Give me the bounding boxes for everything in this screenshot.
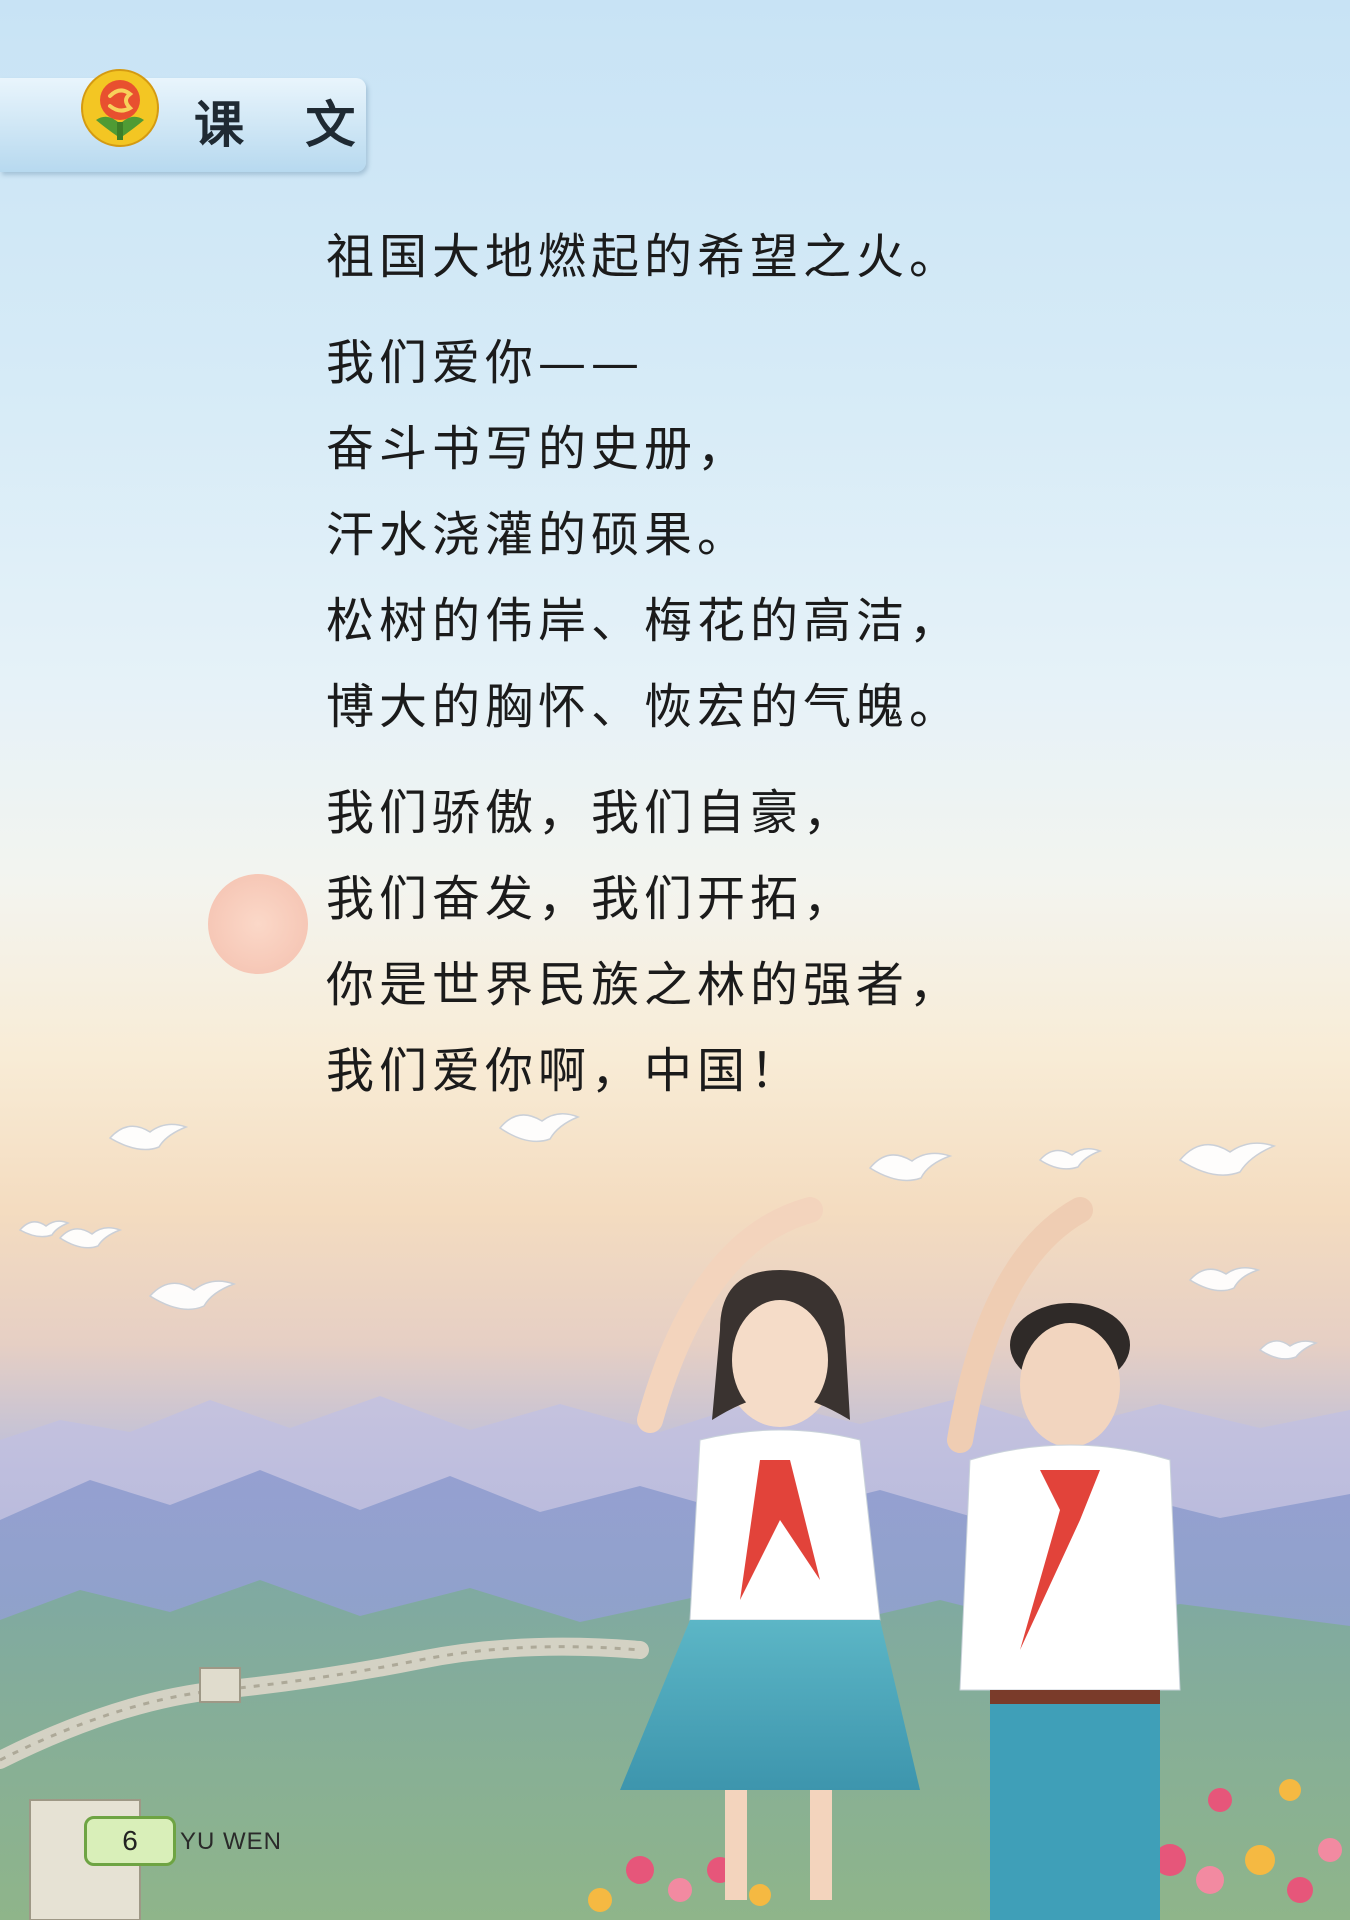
poem-line: 我们骄傲，我们自豪， [326, 785, 857, 841]
poem-line: 松树的伟岸、梅花的高洁， [326, 593, 963, 649]
doves [18, 1113, 1319, 1360]
poem-line: 汗水浇灌的硕果。 [326, 507, 751, 563]
stanza: 我们爱你—— 奋斗书写的史册， 汗水浇灌的硕果。 松树的伟岸、梅花的高洁， 博大… [326, 320, 1326, 750]
dove [1038, 1148, 1103, 1170]
dove [1178, 1142, 1277, 1176]
boy-saluting [947, 1197, 1181, 1920]
textbook-logo-icon [81, 69, 159, 147]
watchtower [199, 1667, 241, 1703]
dove [148, 1280, 237, 1311]
dove [18, 1220, 70, 1238]
stanza: 祖国大地燃起的希望之火。 [326, 214, 1326, 300]
sun [208, 874, 308, 974]
poem-line: 奋斗书写的史册， [326, 421, 751, 477]
poem-line: 博大的胸怀、恢宏的气魄。 [326, 679, 963, 735]
dove [58, 1227, 123, 1249]
poem-line: 我们爱你—— [326, 335, 645, 391]
section-tab [0, 78, 366, 172]
section-title: 课 文 [194, 95, 378, 154]
running-head: YU WEN [180, 1828, 282, 1855]
poem-line: 祖国大地燃起的希望之火。 [326, 229, 963, 285]
poem-line: 我们奋发，我们开拓， [326, 871, 857, 927]
dove [1188, 1267, 1261, 1292]
poem-line: 我们爱你啊，中国！ [326, 1043, 804, 1099]
poem-line: 你是世界民族之林的强者， [326, 957, 963, 1013]
dove [108, 1123, 189, 1151]
dove [1258, 1340, 1319, 1360]
page-number: 6 [84, 1816, 176, 1866]
stanza: 我们骄傲，我们自豪， 我们奋发，我们开拓， 你是世界民族之林的强者， 我们爱你啊… [326, 770, 1326, 1114]
dove [868, 1152, 953, 1182]
girl-saluting [620, 1197, 920, 1900]
poem-text: 祖国大地燃起的希望之火。 我们爱你—— 奋斗书写的史册， 汗水浇灌的硕果。 松树… [326, 214, 1326, 1134]
dove [498, 1113, 581, 1143]
